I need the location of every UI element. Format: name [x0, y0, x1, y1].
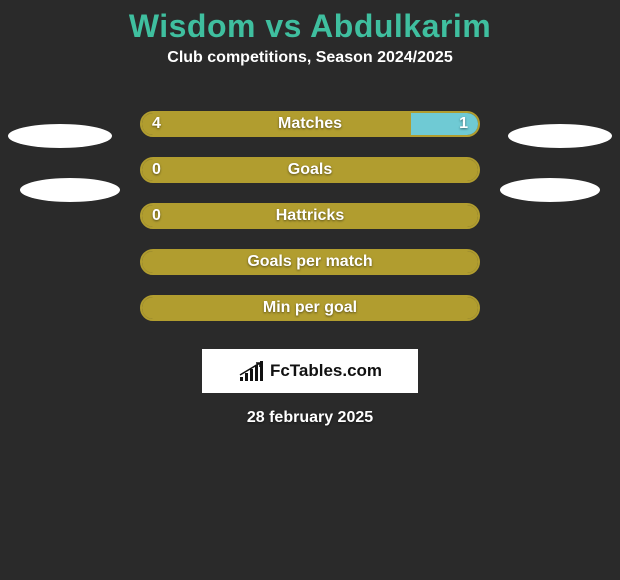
placeholder-ellipse: [20, 178, 120, 202]
comparison-card: Wisdom vs Abdulkarim Club competitions, …: [0, 0, 620, 427]
brand-box: FcTables.com: [202, 349, 418, 393]
bars-icon: [238, 361, 264, 381]
placeholder-ellipse: [508, 124, 612, 148]
bar-fill-player1: [142, 297, 478, 319]
brand-text: FcTables.com: [270, 361, 382, 381]
bar-track: [140, 111, 480, 137]
bar-track: [140, 249, 480, 275]
placeholder-ellipse: [8, 124, 112, 148]
bar-fill-player1: [142, 113, 411, 135]
date-text: 28 february 2025: [0, 409, 620, 427]
bar-track: [140, 203, 480, 229]
bar-fill-player2: [411, 113, 478, 135]
stat-row: Goals per match: [0, 239, 620, 285]
placeholder-ellipse: [500, 178, 600, 202]
stat-row: Min per goal: [0, 285, 620, 331]
bar-fill-player1: [142, 251, 478, 273]
subtitle: Club competitions, Season 2024/2025: [0, 49, 620, 67]
bar-track: [140, 295, 480, 321]
bar-fill-player1: [142, 205, 478, 227]
bar-fill-player1: [142, 159, 478, 181]
bar-track: [140, 157, 480, 183]
page-title: Wisdom vs Abdulkarim: [0, 8, 620, 45]
